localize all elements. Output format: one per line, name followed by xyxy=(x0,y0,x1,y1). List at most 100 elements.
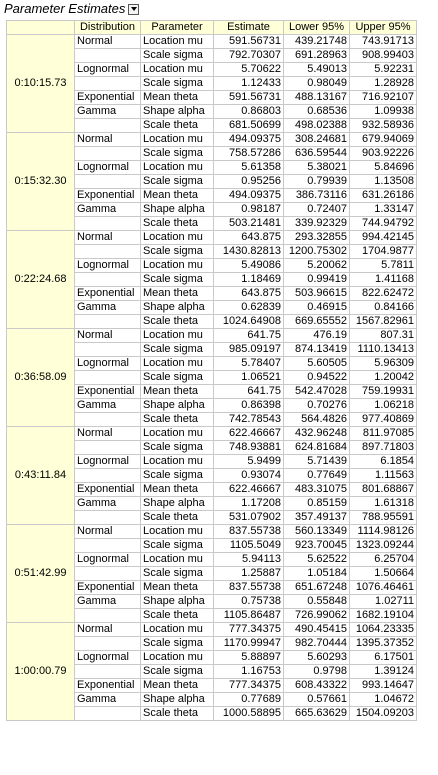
estimate-cell: 1.18469 xyxy=(213,272,284,287)
estimate-cell: 5.94113 xyxy=(213,552,284,567)
lower-95-cell: 0.72407 xyxy=(283,202,350,217)
estimate-cell: 0.86803 xyxy=(213,104,284,119)
parameter-cell: Location mu xyxy=(140,650,214,665)
distribution-cell xyxy=(74,272,141,287)
distribution-cell: Gamma xyxy=(74,202,141,217)
lower-95-cell: 0.70276 xyxy=(283,398,350,413)
parameter-cell: Shape alpha xyxy=(140,398,214,413)
lower-95-cell: 339.92329 xyxy=(283,216,350,231)
parameter-cell: Mean theta xyxy=(140,482,214,497)
upper-95-cell: 811.97085 xyxy=(349,426,417,441)
estimate-cell: 777.34375 xyxy=(213,678,284,693)
lower-95-cell: 0.94522 xyxy=(283,370,350,385)
estimate-cell: 622.46667 xyxy=(213,482,284,497)
table-row: Scale theta 1024.64908 669.65552 1567.82961 xyxy=(7,314,417,329)
lower-95-cell: 490.45415 xyxy=(283,622,350,637)
parameter-cell: Location mu xyxy=(140,328,214,343)
distribution-cell xyxy=(74,510,141,525)
column-header-lower-95: Lower 95% xyxy=(283,20,350,35)
upper-95-cell: 1323.09244 xyxy=(349,538,417,553)
time-header xyxy=(6,20,75,35)
estimate-cell: 5.9499 xyxy=(213,454,284,469)
parameter-cell: Scale sigma xyxy=(140,370,214,385)
table-row: Lognormal Location mu 5.88897 5.60293 6.1750… xyxy=(7,650,417,665)
lower-95-cell: 386.73116 xyxy=(283,188,350,203)
distribution-cell xyxy=(74,412,141,427)
estimate-cell: 0.75738 xyxy=(213,594,284,609)
distribution-cell xyxy=(74,48,141,63)
distribution-cell: Lognormal xyxy=(74,160,141,175)
estimate-cell: 1.16753 xyxy=(213,664,284,679)
lower-95-cell: 503.96615 xyxy=(283,286,350,301)
distribution-cell: Lognormal xyxy=(74,62,141,77)
parameter-cell: Scale sigma xyxy=(140,440,214,455)
estimate-cell: 758.57286 xyxy=(213,146,284,161)
parameter-cell: Mean theta xyxy=(140,580,214,595)
group-time-label: 0:15:32.30 xyxy=(6,132,75,231)
lower-95-cell: 483.31075 xyxy=(283,482,350,497)
estimate-cell: 0.86398 xyxy=(213,398,284,413)
distribution-cell: Exponential xyxy=(74,482,141,497)
lower-95-cell: 5.62522 xyxy=(283,552,350,567)
upper-95-cell: 5.96309 xyxy=(349,356,417,371)
upper-95-cell: 977.40869 xyxy=(349,412,417,427)
distribution-cell xyxy=(74,706,141,721)
parameter-cell: Scale theta xyxy=(140,216,214,231)
parameter-cell: Location mu xyxy=(140,426,214,441)
upper-95-cell: 1.28928 xyxy=(349,76,417,91)
estimate-cell: 1105.5049 xyxy=(213,538,284,553)
distribution-cell: Gamma xyxy=(74,300,141,315)
upper-95-cell: 788.95591 xyxy=(349,510,417,525)
upper-95-cell: 1.20042 xyxy=(349,370,417,385)
table-row: 0:22:24.68 Normal Location mu 643.875 293.32… xyxy=(6,230,417,329)
lower-95-cell: 293.32855 xyxy=(283,230,350,245)
lower-95-cell: 564.4826 xyxy=(283,412,350,427)
upper-95-cell: 1.02711 xyxy=(349,594,417,609)
estimate-cell: 1170.99947 xyxy=(213,636,284,651)
lower-95-cell: 669.65552 xyxy=(283,314,350,329)
distribution-cell xyxy=(74,342,141,357)
table-row: Scale theta 1105.86487 726.99062 1682.19104 xyxy=(7,608,417,623)
parameter-cell: Scale theta xyxy=(140,314,214,329)
upper-95-cell: 932.58936 xyxy=(349,118,417,133)
parameter-cell: Location mu xyxy=(140,258,214,273)
distribution-cell: Normal xyxy=(74,230,141,245)
distribution-cell xyxy=(74,440,141,455)
estimate-cell: 1.17208 xyxy=(213,496,284,511)
lower-95-cell: 665.63629 xyxy=(283,706,350,721)
estimate-cell: 1.25887 xyxy=(213,566,284,581)
upper-95-cell: 1.13508 xyxy=(349,174,417,189)
distribution-cell: Gamma xyxy=(74,692,141,707)
table-row: Lognormal Location mu 5.49086 5.20062 5.7811 xyxy=(7,258,417,273)
table-row: 0:43:11.84 Normal Location mu 622.46667 432.… xyxy=(6,426,417,525)
distribution-cell: Gamma xyxy=(74,398,141,413)
lower-95-cell: 0.85159 xyxy=(283,496,350,511)
distribution-cell: Gamma xyxy=(74,594,141,609)
table-row: Scale theta 1000.58895 665.63629 1504.09203 xyxy=(7,706,417,721)
table-row: Scale sigma 985.09197 874.13419 1110.13413 xyxy=(7,342,417,357)
lower-95-cell: 0.99419 xyxy=(283,272,350,287)
parameter-cell: Location mu xyxy=(140,62,214,77)
parameter-cell: Location mu xyxy=(140,454,214,469)
distribution-cell xyxy=(74,174,141,189)
report-menu-button[interactable] xyxy=(128,3,140,15)
parameter-cell: Scale sigma xyxy=(140,272,214,287)
lower-95-cell: 0.79939 xyxy=(283,174,350,189)
estimate-cell: 985.09197 xyxy=(213,342,284,357)
parameter-cell: Shape alpha xyxy=(140,594,214,609)
upper-95-cell: 1504.09203 xyxy=(349,706,417,721)
table-row: Lognormal Location mu 5.78407 5.60505 5.9630… xyxy=(7,356,417,371)
report-title: Parameter Estimates xyxy=(4,1,126,16)
upper-95-cell: 1704.9877 xyxy=(349,244,417,259)
distribution-cell xyxy=(74,566,141,581)
distribution-cell xyxy=(74,314,141,329)
group-time-label: 0:22:24.68 xyxy=(6,230,75,329)
table-row: Scale sigma 758.57286 636.59544 903.92226 xyxy=(7,146,417,161)
distribution-cell: Exponential xyxy=(74,188,141,203)
distribution-cell: Lognormal xyxy=(74,258,141,273)
parameter-cell: Location mu xyxy=(140,552,214,567)
table-row: 0:36:58.09 Normal Location mu 641.75 476.19 8… xyxy=(6,328,417,427)
distribution-cell xyxy=(74,538,141,553)
upper-95-cell: 1682.19104 xyxy=(349,608,417,623)
upper-95-cell: 743.91713 xyxy=(349,34,417,49)
